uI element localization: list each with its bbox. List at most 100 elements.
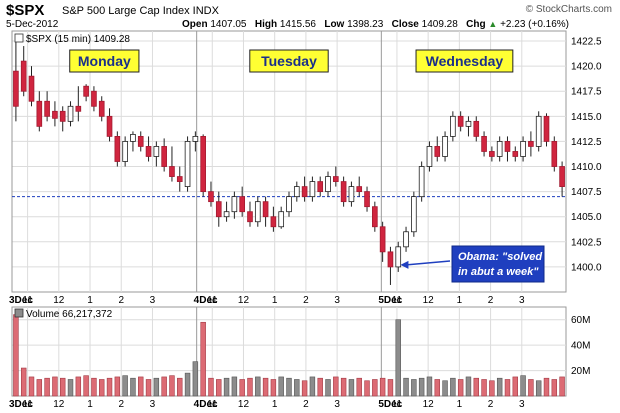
volume-x-tick: 1 xyxy=(87,399,93,410)
candle-body xyxy=(395,246,402,268)
volume-y-tick: 40M xyxy=(571,341,590,352)
candle-down xyxy=(44,91,50,122)
volume-bar xyxy=(278,376,284,397)
candle-body xyxy=(426,146,433,167)
volume-bar xyxy=(184,372,191,397)
price-x-tick: 1 xyxy=(457,295,463,306)
volume-bar xyxy=(496,377,503,397)
price-y-tick: 1400.0 xyxy=(571,262,602,273)
day-label: Monday xyxy=(78,53,131,69)
candle-body xyxy=(496,141,503,157)
price-x-tick: 1 xyxy=(272,295,278,306)
high-label: High xyxy=(254,19,278,30)
candle-body xyxy=(161,146,167,167)
price-x-tick: 12 xyxy=(238,295,250,306)
candle-down xyxy=(528,131,534,157)
price-x-tick: 2 xyxy=(488,295,494,306)
volume-bar xyxy=(294,379,300,397)
volume-bar xyxy=(340,377,347,397)
volume-bar xyxy=(528,379,534,397)
candle-body xyxy=(520,141,526,157)
candle-body xyxy=(200,136,206,193)
volume-bar xyxy=(504,379,511,397)
day-label-box xyxy=(69,49,140,73)
candle-body xyxy=(442,136,448,157)
candle-down xyxy=(161,138,167,172)
volume-bar xyxy=(83,375,89,397)
candle-body xyxy=(114,136,121,162)
volume-bar xyxy=(223,377,230,397)
candle-body xyxy=(254,201,261,223)
candle-body xyxy=(20,60,27,92)
candle-body xyxy=(348,186,355,203)
volume-bar xyxy=(99,379,105,397)
volume-bar xyxy=(13,314,19,397)
candle-up xyxy=(535,111,542,152)
candle-down xyxy=(13,38,19,122)
candle-body xyxy=(122,141,128,162)
volume-y-tick: 20M xyxy=(571,366,590,377)
candle-up xyxy=(254,196,261,227)
candle-up xyxy=(286,191,292,217)
annotation-arrow-head-icon xyxy=(400,260,409,269)
candle-body xyxy=(504,141,511,152)
candle-up xyxy=(465,116,472,137)
volume-bar xyxy=(75,376,82,397)
candle-down xyxy=(215,191,222,227)
candle-body xyxy=(98,100,105,117)
volume-x-tick: 3 xyxy=(519,399,525,410)
candle-body xyxy=(387,251,394,268)
candle-down xyxy=(52,101,58,127)
candle-up xyxy=(293,181,300,202)
open-label: Open xyxy=(182,19,208,30)
volume-bar xyxy=(426,376,433,397)
candle-up xyxy=(184,136,191,192)
volume-bar xyxy=(161,376,167,397)
volume-bar xyxy=(356,377,362,397)
volume-bar xyxy=(122,375,128,397)
candle-down xyxy=(169,146,175,182)
candle-body xyxy=(145,146,152,157)
volume-bar xyxy=(465,376,472,397)
candle-body xyxy=(535,115,542,147)
candle-up xyxy=(403,226,409,252)
volume-bar xyxy=(457,379,464,397)
candle-body xyxy=(130,133,136,142)
volume-x-tick: 12 xyxy=(53,399,65,410)
candle-body xyxy=(309,181,316,198)
price-x-tick: 3 xyxy=(150,295,156,306)
close-value: 1409.28 xyxy=(421,19,458,30)
candle-down xyxy=(91,86,97,112)
candle-body xyxy=(364,191,370,208)
low-value: 1398.23 xyxy=(347,19,384,30)
annotation-box xyxy=(451,245,545,283)
price-y-tick: 1402.5 xyxy=(571,237,602,248)
price-x-tick: 12 xyxy=(53,295,65,306)
candle-up xyxy=(426,141,433,172)
candle-body xyxy=(52,110,58,119)
volume-x-tick: 11 xyxy=(392,399,403,410)
candle-body xyxy=(411,196,417,233)
price-x-tick: 1 xyxy=(87,295,93,306)
candle-up xyxy=(278,206,285,229)
candle-body xyxy=(543,115,550,142)
candle-body xyxy=(278,211,285,228)
candle-body xyxy=(231,196,238,213)
chg-value: +2.23 (+0.16%) xyxy=(500,19,570,30)
volume-x-tick: 12 xyxy=(423,399,435,410)
volume-bar xyxy=(67,379,74,397)
volume-bar xyxy=(138,376,144,397)
candle-body xyxy=(44,100,50,117)
candle-up xyxy=(442,131,448,162)
volume-x-tick: 3Dec xyxy=(9,399,33,410)
candle-down xyxy=(559,161,565,197)
candle-down xyxy=(176,166,183,192)
volume-bar xyxy=(473,377,479,397)
price-y-tick: 1407.5 xyxy=(571,187,602,198)
price-x-tick: 3 xyxy=(334,295,340,306)
volume-bar xyxy=(36,379,43,397)
candle-body xyxy=(551,141,558,167)
candle-body xyxy=(481,136,487,152)
annotation-text: Obama: "solved xyxy=(458,251,542,263)
volume-bar xyxy=(52,376,58,397)
